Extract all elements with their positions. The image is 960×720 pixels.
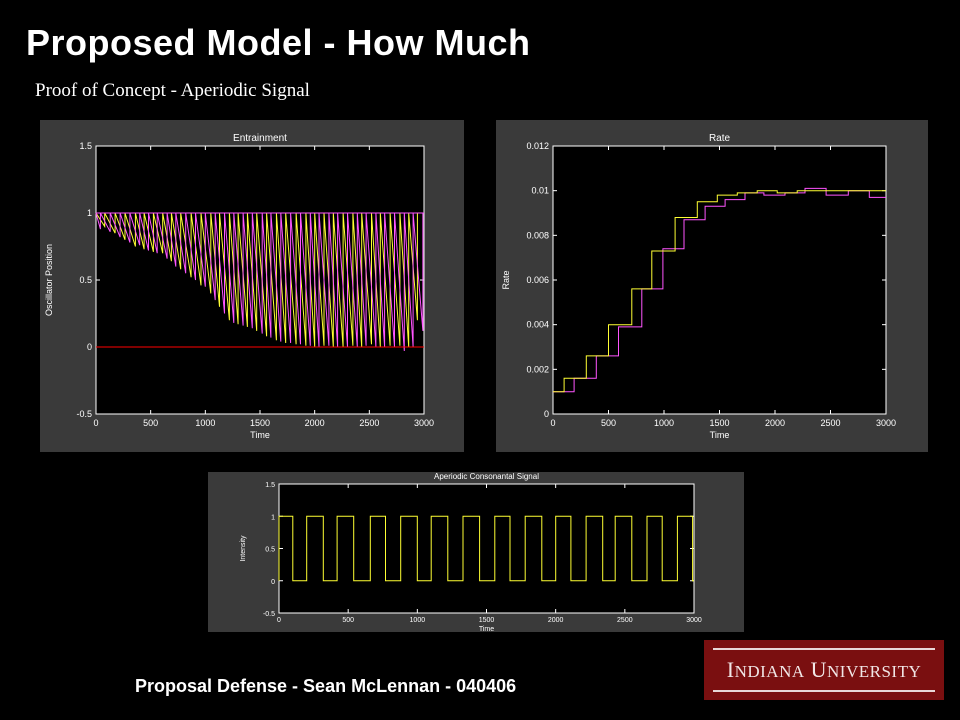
series-magenta-line — [553, 187, 886, 393]
x-tick-label: 0 — [550, 418, 555, 428]
y-tick-label: 1 — [87, 208, 92, 218]
y-tick-label: 0.012 — [526, 141, 549, 151]
y-tick-label: 0.01 — [531, 186, 549, 196]
series-yellow-line — [553, 190, 886, 393]
y-tick-label: 1.5 — [265, 482, 275, 489]
x-tick-label: 1000 — [654, 418, 674, 428]
x-tick-label: 500 — [143, 418, 158, 428]
y-axis-label: Oscillator Position — [44, 244, 54, 316]
x-tick-label: 0 — [277, 617, 281, 624]
x-tick-label: 2000 — [765, 418, 785, 428]
logo-wordmark: INDIANA UNIVERSITY — [726, 657, 922, 682]
indiana-university-logo: INDIANA UNIVERSITY — [704, 640, 944, 700]
series-yellow-line — [278, 515, 695, 582]
y-axis-label: Intensity — [240, 535, 247, 562]
x-tick-label: 1500 — [250, 418, 270, 428]
y-axis-label: Rate — [501, 270, 511, 289]
entrainment-figure: Entrainment Time Oscillator Position 0 500 10… — [40, 120, 464, 452]
x-tick-label: 1500 — [709, 418, 729, 428]
x-tick-label: 2000 — [305, 418, 325, 428]
y-tick-label: 1 — [271, 514, 275, 521]
x-axis-label: Time — [710, 430, 730, 440]
x-tick-label: 0 — [93, 418, 98, 428]
x-tick-label: 3000 — [414, 418, 434, 428]
x-tick-label: 500 — [601, 418, 616, 428]
x-tick-label: 3000 — [686, 617, 702, 624]
x-tick-label: 1000 — [195, 418, 215, 428]
x-axis-label: Time — [250, 430, 270, 440]
footer-text: Proposal Defense - Sean McLennan - 04040… — [135, 676, 517, 696]
x-tick-label: 2500 — [359, 418, 379, 428]
signal-figure: Aperiodic Consonantal Signal Time Intensit… — [208, 472, 744, 632]
y-tick-label: 0.002 — [526, 364, 549, 374]
x-tick-label: 500 — [342, 617, 354, 624]
y-tick-label: 0.5 — [79, 275, 92, 285]
y-tick-label: 0 — [87, 342, 92, 352]
x-tick-label: 1500 — [479, 617, 495, 624]
chart-title: Aperiodic Consonantal Signal — [434, 472, 539, 481]
y-tick-label: 0.004 — [526, 320, 549, 330]
x-tick-label: 2500 — [617, 617, 633, 624]
x-axis-label: Time — [479, 626, 494, 632]
x-tick-label: 1000 — [410, 617, 426, 624]
rate-figure: Rate Time Rate 0 500 1000 1500 2000 2500 3000 0.01… — [496, 120, 928, 452]
x-tick-label: 2000 — [548, 617, 564, 624]
plot-area — [552, 145, 887, 415]
x-tick-label: 3000 — [876, 418, 896, 428]
y-tick-label: -0.5 — [263, 611, 275, 618]
y-tick-label: 0 — [271, 579, 275, 586]
plot-area — [278, 483, 695, 614]
slide-title: Proposed Model - How Much — [26, 22, 531, 63]
chart-title: Rate — [709, 133, 731, 144]
slide-subtitle: Proof of Concept - Aperiodic Signal — [35, 80, 310, 101]
y-tick-label: 0.006 — [526, 275, 549, 285]
x-tick-label: 2500 — [820, 418, 840, 428]
y-tick-label: 0 — [544, 409, 549, 419]
signal-chart: Aperiodic Consonantal Signal Time Intensit… — [240, 472, 702, 632]
y-tick-label: 0.5 — [265, 547, 275, 554]
y-tick-label: -0.5 — [76, 409, 92, 419]
chart-title: Entrainment — [233, 133, 287, 144]
plot-area — [95, 145, 425, 415]
y-tick-label: 0.008 — [526, 230, 549, 240]
y-tick-label: 1.5 — [79, 141, 92, 151]
rate-chart: Rate Time Rate 0 500 1000 1500 2000 2500 3000 0.01… — [501, 133, 896, 440]
